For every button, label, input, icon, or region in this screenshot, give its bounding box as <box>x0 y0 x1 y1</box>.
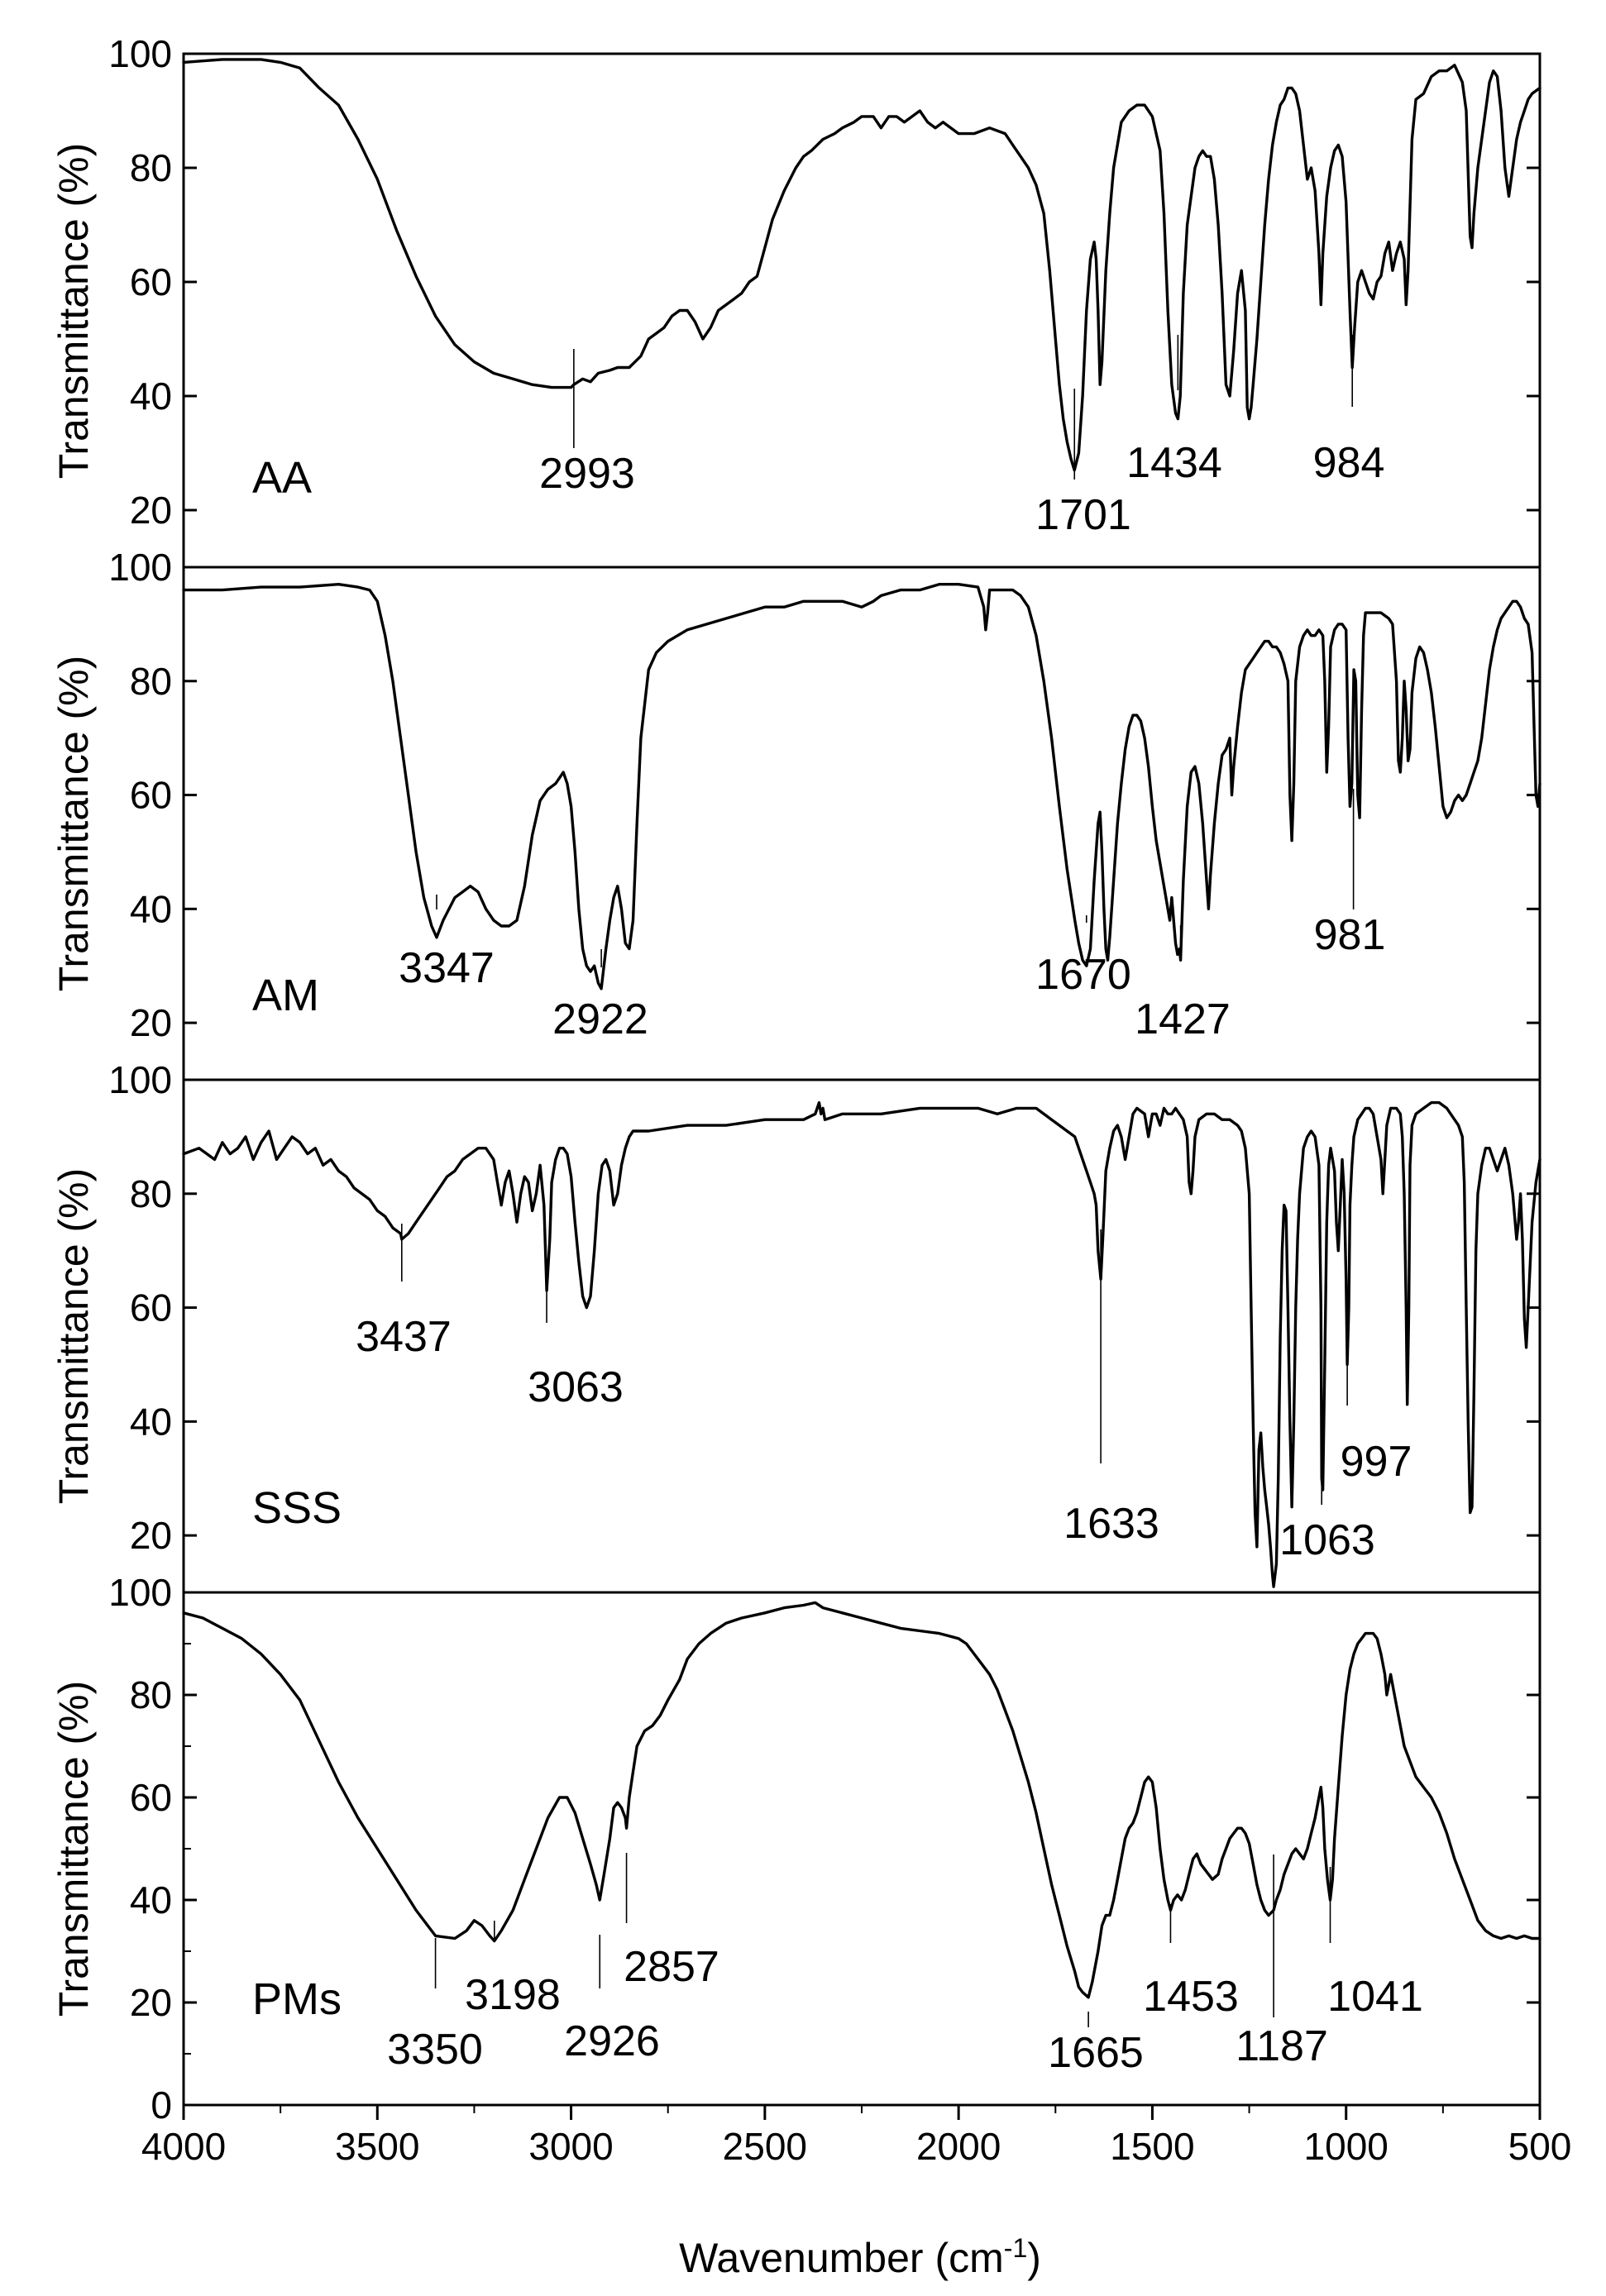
peak-label: 1670 <box>1035 951 1131 999</box>
x-tick-label: 2500 <box>723 2125 807 2168</box>
x-axis-title-main: Wavenumber (cm <box>679 2235 1004 2281</box>
peak-label: 1434 <box>1126 439 1222 487</box>
y-tick-label: 40 <box>130 1878 172 1921</box>
spectrum-line-aa <box>182 58 1541 472</box>
peak-label: 1665 <box>1048 2029 1144 2077</box>
x-tick-label: 1000 <box>1304 2125 1389 2168</box>
x-tick-label: 1500 <box>1110 2125 1194 2168</box>
peak-label: 1427 <box>1135 995 1231 1043</box>
y-tick-label: 100 <box>108 1571 172 1614</box>
peak-label: 3350 <box>387 2026 483 2074</box>
peak-label: 2993 <box>539 450 635 498</box>
peak-label: 2922 <box>552 995 648 1043</box>
y-tick-label: 20 <box>130 1981 172 2024</box>
y-tick-label: 20 <box>130 1514 172 1557</box>
peak-label: 2857 <box>624 1943 719 1991</box>
x-tick-label: 500 <box>1508 2125 1572 2168</box>
y-axis-title-pms: Transmittance (%) <box>50 1681 97 2017</box>
spectrum-line-am <box>182 583 1541 990</box>
panel-label-sss: SSS <box>252 1483 342 1533</box>
peak-label: 2926 <box>564 2017 660 2065</box>
peak-label: 3198 <box>465 1971 561 2019</box>
y-tick-label: 100 <box>108 32 172 75</box>
x-axis-title: Wavenumber (cm-1) <box>679 2233 1041 2281</box>
y-tick-label: 80 <box>130 1172 172 1215</box>
peak-label: 997 <box>1341 1438 1412 1486</box>
x-axis-title-close: ) <box>1027 2235 1041 2281</box>
spectrum-line-sss <box>182 1100 1541 1588</box>
panel-pms: 020406080100PMs3350319829262857166514531… <box>108 1571 1541 2127</box>
y-tick-label: 60 <box>130 774 172 817</box>
y-tick-label: 80 <box>130 660 172 703</box>
x-tick-label: 2000 <box>916 2125 1001 2168</box>
y-axis-title-sss: Transmittance (%) <box>50 1168 97 1505</box>
y-tick-label: 80 <box>130 146 172 189</box>
y-tick-label: 60 <box>130 1776 172 1819</box>
y-tick-label: 100 <box>108 546 172 589</box>
peak-label: 3063 <box>528 1363 624 1411</box>
panel-label-aa: AA <box>252 453 312 503</box>
peak-label: 1187 <box>1236 2022 1328 2070</box>
peak-label: 3347 <box>399 944 495 992</box>
y-tick-label: 40 <box>130 375 172 418</box>
y-tick-label: 20 <box>130 1001 172 1044</box>
y-tick-label: 100 <box>108 1058 172 1101</box>
y-axis-title-am: Transmittance (%) <box>50 656 97 992</box>
x-tick-label: 4000 <box>141 2125 226 2168</box>
peak-label: 3437 <box>356 1313 452 1361</box>
x-tick-label: 3000 <box>528 2125 613 2168</box>
panel-label-pms: PMs <box>252 1974 342 2024</box>
y-tick-label: 40 <box>130 887 172 930</box>
y-tick-label: 20 <box>130 489 172 532</box>
panel-sss: 20 40 60 80 100 SSS 3437 3063 1633 997 1063 <box>108 1058 1541 1594</box>
y-tick-label: 60 <box>130 260 172 303</box>
y-axis-title-aa: Transmittance (%) <box>50 143 97 480</box>
peak-label: 1063 <box>1279 1516 1375 1564</box>
panel-label-am: AM <box>252 971 319 1020</box>
peak-label: 981 <box>1314 911 1386 959</box>
peak-label: 1041 <box>1327 1973 1423 2021</box>
x-axis-title-sup: -1 <box>1004 2233 1027 2263</box>
spectrum-line-pms <box>182 1601 1541 1999</box>
x-tick-label: 3500 <box>335 2125 419 2168</box>
y-tick-label: 0 <box>151 2084 172 2127</box>
peak-label: 1701 <box>1035 491 1131 539</box>
peak-label: 1633 <box>1063 1500 1159 1548</box>
y-tick-label: 40 <box>130 1400 172 1443</box>
y-tick-label: 60 <box>130 1286 172 1329</box>
peak-label: 984 <box>1313 439 1385 487</box>
x-axis: 4000 3500 3000 2500 2000 1500 1000 500 <box>141 2105 1572 2168</box>
peak-label: 1453 <box>1143 1973 1239 2021</box>
y-tick-label: 80 <box>130 1673 172 1716</box>
